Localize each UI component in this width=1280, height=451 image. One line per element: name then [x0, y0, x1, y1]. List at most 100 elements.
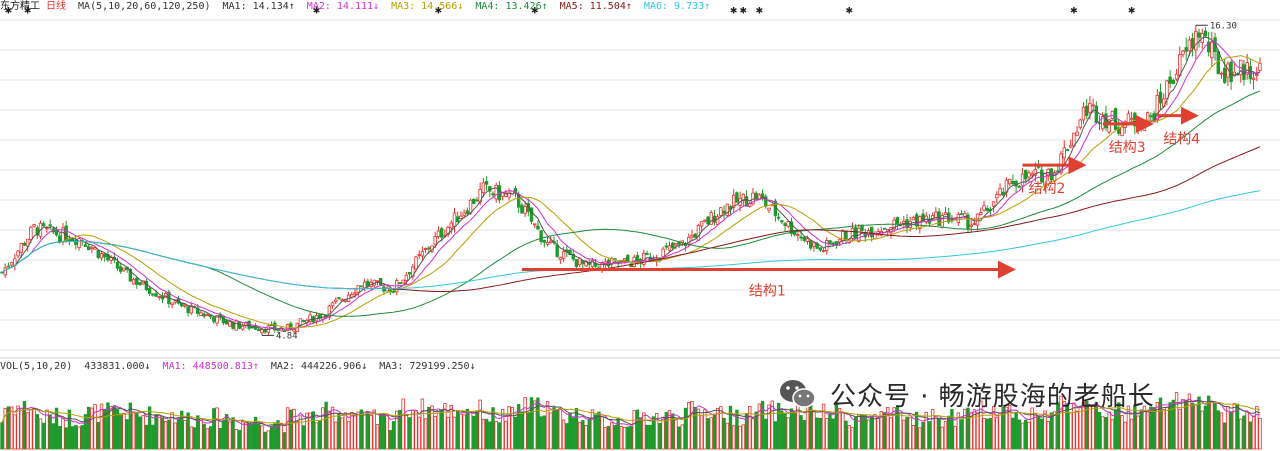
volume-bar [715, 407, 720, 450]
vol-ma20-line [1, 401, 1261, 425]
volume-bar [1178, 409, 1182, 450]
volume-bar [616, 417, 620, 450]
event-star-mark: ✱ [313, 7, 321, 17]
candle-body [420, 251, 425, 257]
candle-body [520, 204, 524, 214]
volume-bar [1065, 403, 1070, 450]
candle-body [449, 222, 453, 229]
volume-bar [828, 413, 832, 450]
volume-bar [64, 427, 68, 450]
candle-body [693, 233, 697, 238]
candle-body [77, 238, 81, 249]
candle-body [1149, 115, 1153, 118]
volume-bar [857, 414, 861, 450]
volume-bar [764, 418, 768, 450]
candle-body [494, 185, 498, 200]
candle-body [1062, 147, 1066, 159]
candle-body [841, 230, 845, 242]
volume-bar [138, 416, 142, 450]
candle-body [340, 299, 344, 302]
volume-bar [385, 414, 389, 450]
volume-bar [603, 427, 608, 450]
volume-bar [247, 423, 251, 450]
event-star-mark: ✱ [845, 7, 853, 17]
volume-bar [22, 401, 27, 450]
candle-body [29, 226, 33, 240]
volume-bar [83, 414, 88, 450]
candle-body [504, 193, 508, 197]
volume-bar [841, 411, 845, 450]
volume-bar [468, 412, 473, 450]
volume-bar [1036, 415, 1041, 450]
candle-body [853, 227, 858, 239]
volume-bar [744, 413, 749, 450]
volume-bar [664, 411, 669, 450]
volume-bar [19, 407, 23, 450]
volume-bar [266, 430, 271, 450]
volume-bar [391, 421, 396, 450]
candle-body [1184, 47, 1188, 52]
volume-bar [1142, 405, 1147, 450]
candle-body [1033, 169, 1038, 176]
candle-body [561, 251, 566, 259]
ma1-value: MA1: 14.134↑ [222, 1, 295, 12]
candle-body [1094, 105, 1099, 123]
candle-body [1158, 91, 1163, 104]
period-label[interactable]: 日线 [46, 1, 66, 12]
candle-body [1068, 144, 1073, 148]
ma10-line [1, 41, 1261, 330]
volume-bar [443, 403, 447, 450]
volume-bar [1107, 411, 1111, 450]
volume-bar [693, 406, 697, 450]
volume-bar [285, 407, 290, 450]
volume-bar [1232, 403, 1237, 450]
volume-bar [1020, 422, 1025, 450]
volume-bar [629, 426, 633, 450]
candle-body [1007, 178, 1012, 185]
volume-bar [234, 429, 238, 450]
candle-body [154, 293, 158, 297]
candle-body [417, 254, 421, 256]
candle-body [1251, 77, 1256, 80]
volume-bar [703, 409, 707, 450]
volume-bar [289, 409, 293, 450]
volume-bar [680, 424, 685, 450]
candle-body [119, 266, 123, 272]
volume-bar [260, 425, 264, 450]
candle-body [802, 236, 806, 241]
volume-bar [292, 409, 296, 450]
volume-bar [173, 422, 177, 450]
volume-bar [74, 424, 78, 450]
volume-bar [359, 409, 364, 450]
volume-bar [1049, 412, 1054, 450]
volume-bar [526, 411, 531, 450]
volume-bar [780, 410, 784, 450]
candle-body [170, 302, 174, 305]
volume-bar [70, 426, 75, 450]
candle-body [1258, 63, 1262, 71]
candle-body [144, 280, 149, 291]
volume-bar [1062, 401, 1066, 450]
volume-bar [48, 414, 52, 450]
volume-bar [446, 416, 450, 450]
volume-bar [257, 423, 261, 450]
volume-bar [892, 407, 896, 450]
candle-body [378, 277, 383, 286]
candle-body [1075, 131, 1079, 137]
volume-bar [520, 411, 524, 450]
volume-bar [1004, 406, 1009, 450]
volume-bar [507, 406, 511, 450]
volume-bar [549, 412, 553, 450]
volume-bar [311, 411, 315, 450]
candle-body [998, 188, 1002, 196]
candle-body [1197, 32, 1201, 38]
candle-body [231, 322, 235, 329]
candle-body [828, 240, 832, 244]
candle-body [273, 322, 277, 331]
volume-bar [995, 417, 999, 450]
volume-bar [610, 422, 614, 450]
candle-body [240, 325, 245, 330]
candle-body [337, 297, 341, 300]
candle-body [767, 207, 771, 211]
volume-bar [240, 421, 245, 450]
